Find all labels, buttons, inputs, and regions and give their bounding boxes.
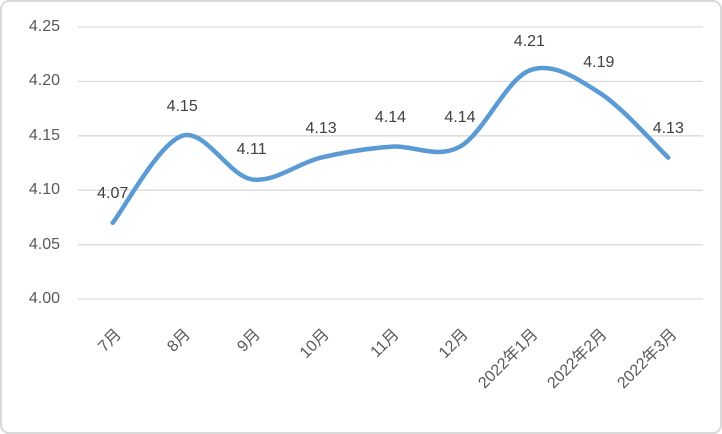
y-tick-label: 4.05: [28, 235, 60, 253]
data-label: 4.21: [513, 32, 545, 50]
y-tick-label: 4.15: [28, 126, 60, 144]
y-tick-label: 4.20: [28, 72, 60, 90]
data-label: 4.13: [305, 119, 337, 137]
y-tick-label: 4.25: [28, 18, 60, 35]
series-line: [110, 65, 671, 226]
y-tick-label: 4.00: [28, 290, 60, 307]
data-label: 4.13: [652, 119, 684, 137]
data-label: 4.11: [236, 141, 267, 159]
y-tick-label: 4.10: [28, 181, 60, 199]
data-label: 4.14: [374, 108, 407, 126]
data-label: 4.14: [444, 108, 476, 126]
data-label: 4.07: [97, 184, 129, 202]
data-label: 4.15: [166, 97, 198, 115]
data-label: 4.19: [583, 54, 615, 72]
